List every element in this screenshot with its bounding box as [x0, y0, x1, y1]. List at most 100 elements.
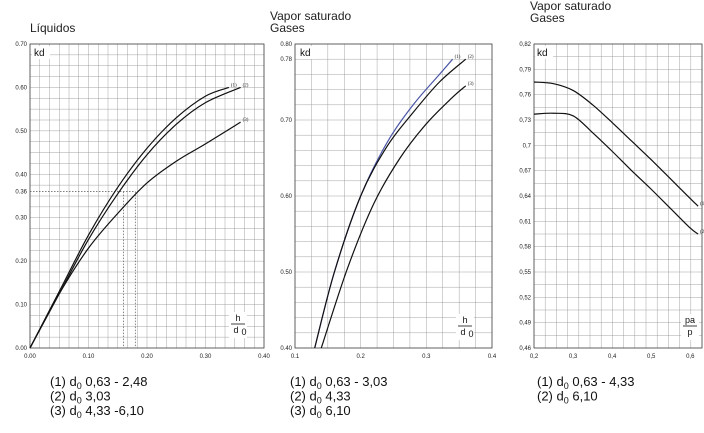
y-tick-label: 0.70 — [15, 42, 27, 48]
x-tick-label: 0.20 — [141, 354, 153, 360]
y-tick-label: 0,67 — [519, 169, 531, 175]
y-tick-label: 0.30 — [15, 216, 27, 222]
series-line-2 — [314, 58, 467, 349]
x-axis-label-denominator: d — [460, 327, 465, 337]
grid — [533, 43, 703, 349]
x-tick-label: 0.30 — [200, 354, 212, 360]
series-label-1: (1) — [700, 202, 704, 207]
ylabel-box — [32, 46, 50, 59]
ylabel-box — [298, 46, 316, 59]
x-axis-label-subscript: 0 — [242, 327, 247, 337]
y-axis-label: kd — [34, 48, 45, 59]
reference-lines — [30, 191, 136, 348]
plot-frame — [29, 43, 265, 349]
chart-panel-2: Vapor saturadoGases0.400.500.600.700.780… — [270, 9, 497, 420]
x-tick-label: 0.2 — [356, 354, 365, 360]
chart-title: Vapor saturado — [270, 9, 351, 23]
x-axis-label: hd 0 — [229, 312, 247, 338]
series-line-3 — [320, 85, 467, 349]
series-label-1: (1) — [231, 83, 237, 88]
x-tick-label: 0,6 — [686, 354, 695, 360]
plot-frame — [533, 43, 703, 349]
chart-subtitle: Gases — [530, 11, 565, 25]
x-tick-label: 0.4 — [488, 354, 497, 360]
y-tick-label: 0.40 — [15, 172, 27, 178]
x-axis-label: hd 0 — [456, 314, 474, 340]
series-line-1 — [29, 86, 230, 349]
series-label-1: (1) — [455, 55, 461, 60]
x-tick-label: 0,5 — [647, 354, 656, 360]
y-tick-label: 0.70 — [280, 118, 292, 124]
ylabel-box — [535, 46, 553, 59]
y-tick-label: 0,55 — [519, 270, 531, 276]
y-axis-label: kd — [300, 48, 311, 59]
y-tick-label: 0,58 — [519, 245, 531, 251]
y-tick-label: 0,61 — [519, 219, 531, 225]
y-tick-label: 0,46 — [519, 346, 531, 352]
x-axis-label-box — [681, 314, 699, 340]
x-axis-label-numerator: h — [462, 315, 467, 325]
x-axis-label-denominator: d — [233, 325, 238, 335]
legend-entry-3: (3) d0 4,33 -6,10 — [50, 403, 144, 420]
x-tick-label: 0.1 — [291, 354, 300, 360]
y-tick-label: 0,79 — [519, 67, 531, 73]
y-tick-label: 0.40 — [280, 346, 292, 352]
x-tick-label: 0.00 — [24, 354, 36, 360]
chart-subtitle: Gases — [270, 21, 305, 35]
plot-frame — [294, 43, 493, 349]
legend-entry-2: (2) d0 3,03 — [50, 389, 111, 406]
series-label-2: (2) — [243, 83, 249, 88]
chart-panel-1: Líquidos 0.00 0.10 0.20 0.30 0.36 0.40 0.50 0.60… — [15, 21, 270, 420]
y-tick-label: 0,52 — [519, 295, 531, 301]
y-tick-label: 0.60 — [280, 194, 292, 200]
x-axis-label-numerator: h — [235, 313, 240, 323]
x-axis-label-denominator: p — [687, 327, 692, 337]
series-label-3: (3) — [468, 82, 474, 87]
x-tick-label: 0,3 — [569, 354, 578, 360]
x-axis-label: pa p — [681, 314, 699, 340]
x-tick-label: 0.10 — [83, 354, 95, 360]
y-tick-label: 0,73 — [519, 118, 531, 124]
x-axis-label-box — [456, 314, 474, 340]
y-tick-label: 0.50 — [15, 129, 27, 135]
series-label-2: (2) — [700, 230, 704, 235]
y-tick-label: 0,7 — [523, 143, 532, 149]
legend-entry-1: (1) d0 0,63 - 3,03 — [290, 374, 388, 391]
y-axis-label: kd — [537, 48, 548, 59]
y-tick-label: 0.00 — [15, 346, 27, 352]
series-label-2: (2) — [468, 55, 474, 60]
x-axis-label-subscript: 0 — [469, 329, 474, 339]
y-tick-label: 0.78 — [280, 57, 292, 63]
legend-entry-1: (1) d0 0,63 - 4,33 — [537, 374, 635, 391]
grid — [294, 43, 493, 349]
legend-entry-2: (2) d0 4,33 — [290, 389, 351, 406]
chart-title: Vapor saturado — [530, 0, 611, 13]
legend-entry-1: (1) d0 0,63 - 2,48 — [50, 374, 148, 391]
series-line-3 — [29, 121, 241, 349]
y-tick-label: 0,49 — [519, 321, 531, 327]
y-tick-label: 0,82 — [519, 42, 531, 48]
x-tick-label: 0.3 — [422, 354, 431, 360]
y-tick-label: 0.10 — [15, 303, 27, 309]
y-tick-label: 0.20 — [15, 259, 27, 265]
x-tick-label: 0,2 — [530, 354, 539, 360]
legend-entry-3: (3) d0 6,10 — [290, 403, 351, 420]
x-axis-label-box — [229, 312, 247, 338]
y-tick-label: 0.50 — [280, 270, 292, 276]
y-tick-label: 0,64 — [519, 194, 531, 200]
legend-entry-2: (2) d0 6,10 — [537, 389, 598, 406]
y-tick-label: 0.36 — [15, 190, 27, 196]
x-tick-label: 0,4 — [608, 354, 617, 360]
y-tick-label: 0,76 — [519, 93, 531, 99]
chart-title: Líquidos — [30, 21, 75, 35]
grid — [29, 43, 265, 349]
x-axis-label-numerator: pa — [685, 315, 695, 325]
series-label-3: (3) — [243, 118, 249, 123]
y-tick-label: 0.60 — [15, 85, 27, 91]
series-line-1 — [533, 81, 699, 207]
y-tick-label: 0.80 — [280, 42, 292, 48]
x-tick-label: 0.40 — [258, 354, 270, 360]
series-line-2 — [533, 112, 699, 235]
